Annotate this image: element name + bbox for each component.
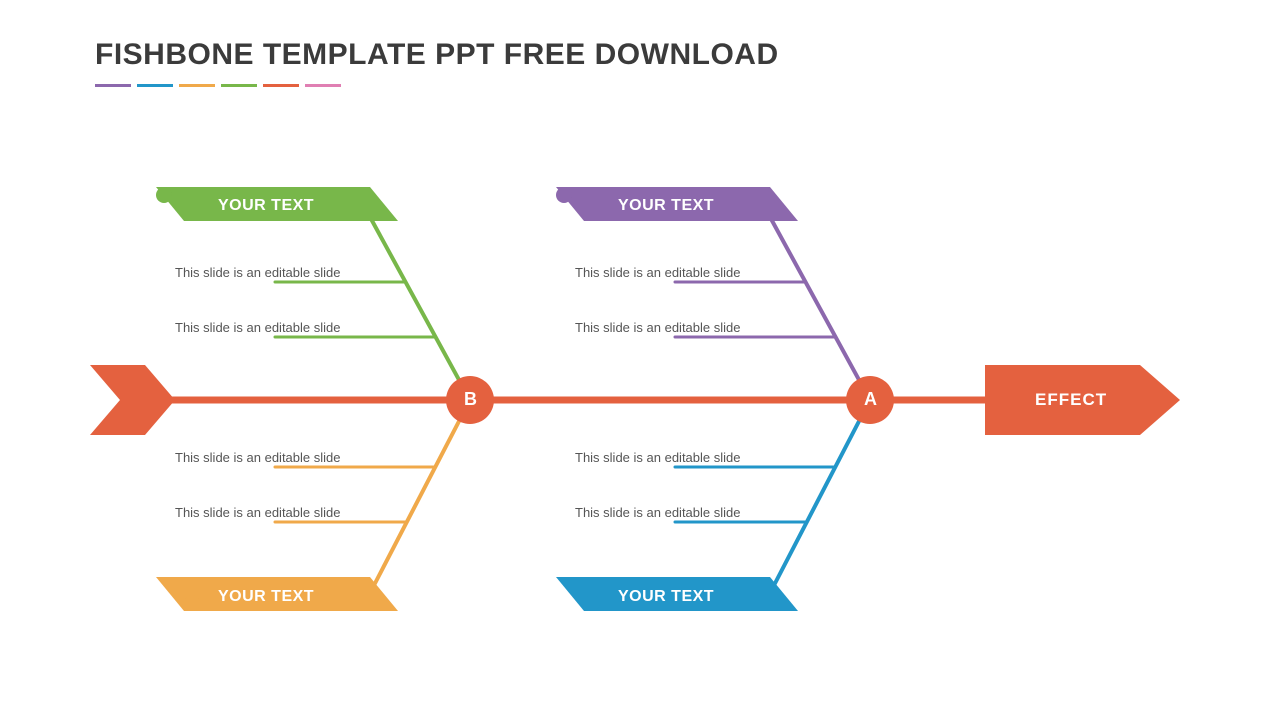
bone-text-bottom-right-1: This slide is an editable slide: [575, 505, 740, 520]
node-A: A: [864, 389, 877, 410]
bone-label-bottom-right: YOUR TEXT: [618, 588, 714, 606]
node-B: B: [464, 389, 477, 410]
bone-label-top-right: YOUR TEXT: [618, 197, 714, 215]
bone-text-top-left-1: This slide is an editable slide: [175, 320, 340, 335]
bone-text-bottom-left-1: This slide is an editable slide: [175, 505, 340, 520]
fishbone-diagram: [0, 0, 1280, 720]
bone-text-bottom-right-0: This slide is an editable slide: [575, 450, 740, 465]
effect-label: EFFECT: [1035, 390, 1107, 410]
bone-text-top-right-1: This slide is an editable slide: [575, 320, 740, 335]
bone-label-bottom-left: YOUR TEXT: [218, 588, 314, 606]
bone-text-bottom-left-0: This slide is an editable slide: [175, 450, 340, 465]
bone-text-top-left-0: This slide is an editable slide: [175, 265, 340, 280]
bone-text-top-right-0: This slide is an editable slide: [575, 265, 740, 280]
bone-label-top-left: YOUR TEXT: [218, 197, 314, 215]
